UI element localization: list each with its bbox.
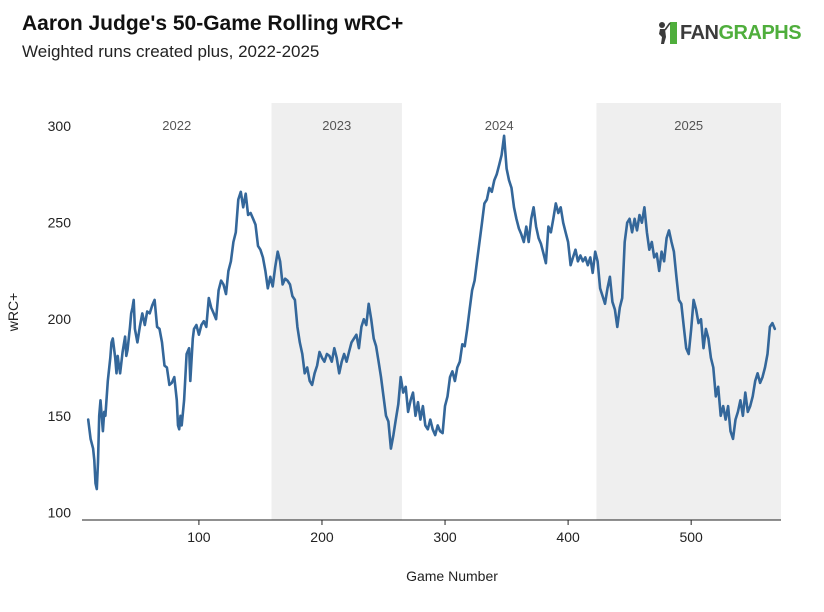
x-tick-label: 100 bbox=[187, 529, 211, 545]
x-axis-title: Game Number bbox=[406, 568, 498, 584]
x-tick-label: 400 bbox=[556, 529, 580, 545]
series-line-wRC+ bbox=[86, 134, 777, 491]
season-label-2024: 2024 bbox=[485, 118, 514, 133]
y-tick-label: 100 bbox=[48, 504, 72, 520]
season-bands bbox=[271, 103, 781, 520]
y-tick-label: 300 bbox=[48, 118, 72, 134]
x-tick-label: 300 bbox=[433, 529, 457, 545]
x-tick-label: 200 bbox=[310, 529, 334, 545]
y-axis-title: wRC+ bbox=[5, 293, 21, 333]
season-band-2023 bbox=[271, 103, 402, 520]
fangraphs-logo: FANGRAPHS bbox=[656, 20, 802, 46]
chart-title: Aaron Judge's 50-Game Rolling wRC+ bbox=[22, 12, 404, 35]
chart-subtitle: Weighted runs created plus, 2022-2025 bbox=[22, 42, 320, 61]
logo-wordmark: FANGRAPHS bbox=[680, 21, 802, 44]
y-tick-label: 150 bbox=[48, 408, 72, 424]
y-tick-label: 250 bbox=[48, 215, 72, 231]
season-labels: 2022 2023 2024 2025 bbox=[162, 118, 703, 133]
season-label-2025: 2025 bbox=[674, 118, 703, 133]
y-tick-label: 200 bbox=[48, 311, 72, 327]
season-label-2022: 2022 bbox=[162, 118, 191, 133]
series-lines bbox=[86, 134, 777, 491]
axes: 100 200 300 400 500 100 150 200 250 300 bbox=[48, 118, 781, 545]
season-label-2023: 2023 bbox=[322, 118, 351, 133]
x-tick-label: 500 bbox=[679, 529, 703, 545]
batter-silhouette-icon bbox=[659, 22, 677, 44]
season-band-2025 bbox=[596, 103, 781, 520]
